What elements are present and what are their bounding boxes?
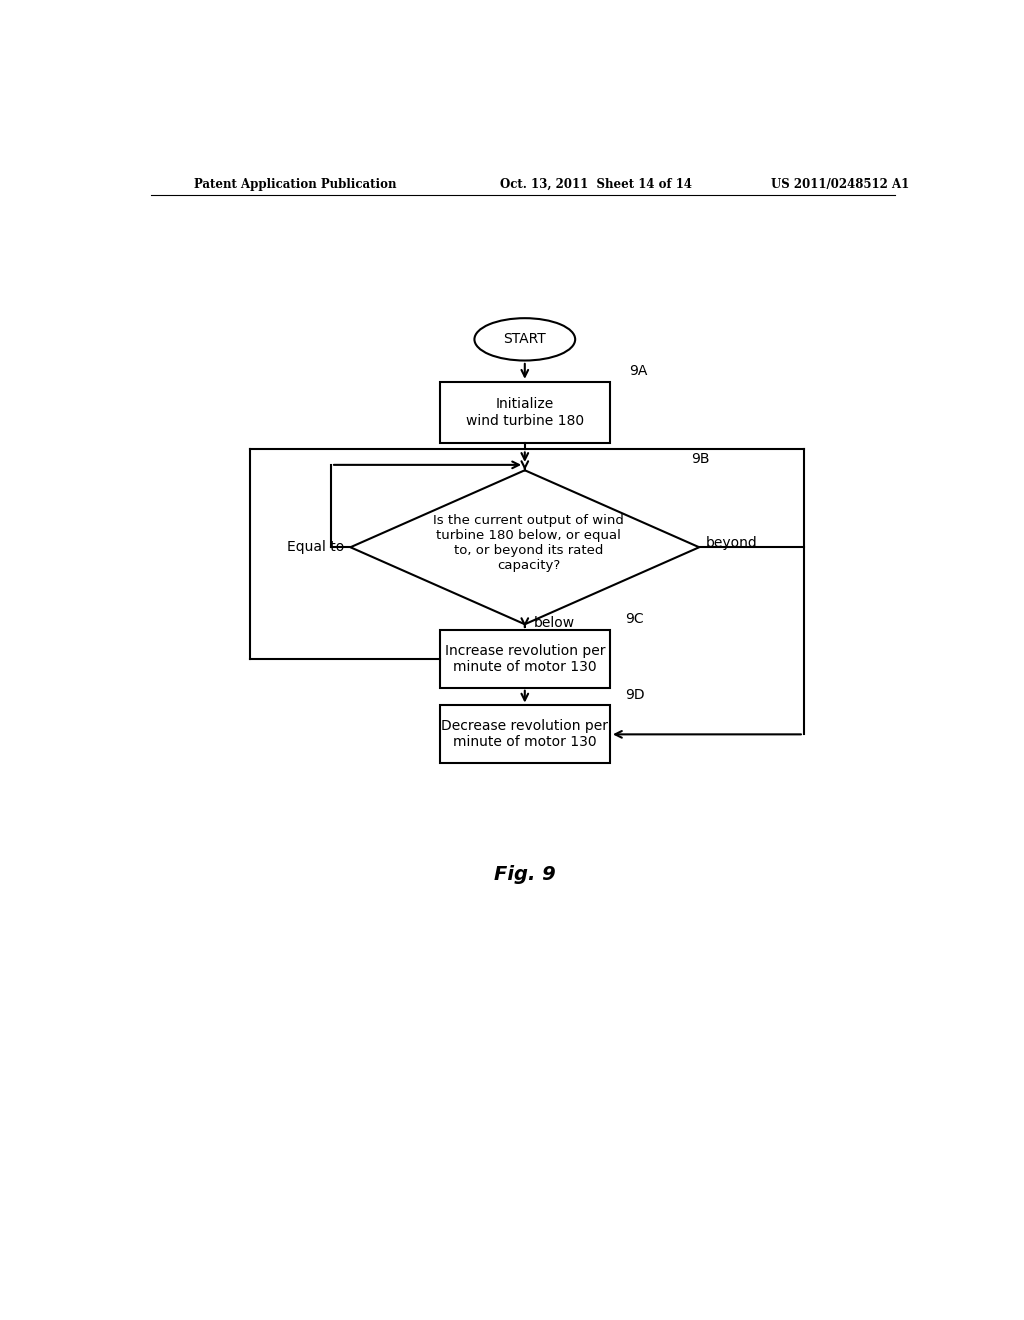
Text: Decrease revolution per
minute of motor 130: Decrease revolution per minute of motor … [441,719,608,750]
Bar [439,381,610,444]
Bar [439,630,610,688]
Text: beyond: beyond [706,536,757,550]
Text: Patent Application Publication: Patent Application Publication [194,178,396,190]
Text: Increase revolution per
minute of motor 130: Increase revolution per minute of motor … [444,644,605,675]
Text: START: START [504,333,546,346]
Text: Equal to: Equal to [287,540,344,554]
Text: Is the current output of wind
turbine 180 below, or equal
to, or beyond its rate: Is the current output of wind turbine 18… [433,515,624,573]
Text: 9D: 9D [626,688,645,702]
Text: Fig. 9: Fig. 9 [494,865,556,884]
Text: 9B: 9B [691,453,710,466]
Text: Initialize
wind turbine 180: Initialize wind turbine 180 [466,397,584,428]
Bar [439,705,610,763]
Text: 9C: 9C [626,612,644,626]
Text: 9A: 9A [630,364,648,378]
Text: below: below [535,616,575,630]
Text: US 2011/0248512 A1: US 2011/0248512 A1 [771,178,909,190]
Text: Oct. 13, 2011  Sheet 14 of 14: Oct. 13, 2011 Sheet 14 of 14 [500,178,692,190]
